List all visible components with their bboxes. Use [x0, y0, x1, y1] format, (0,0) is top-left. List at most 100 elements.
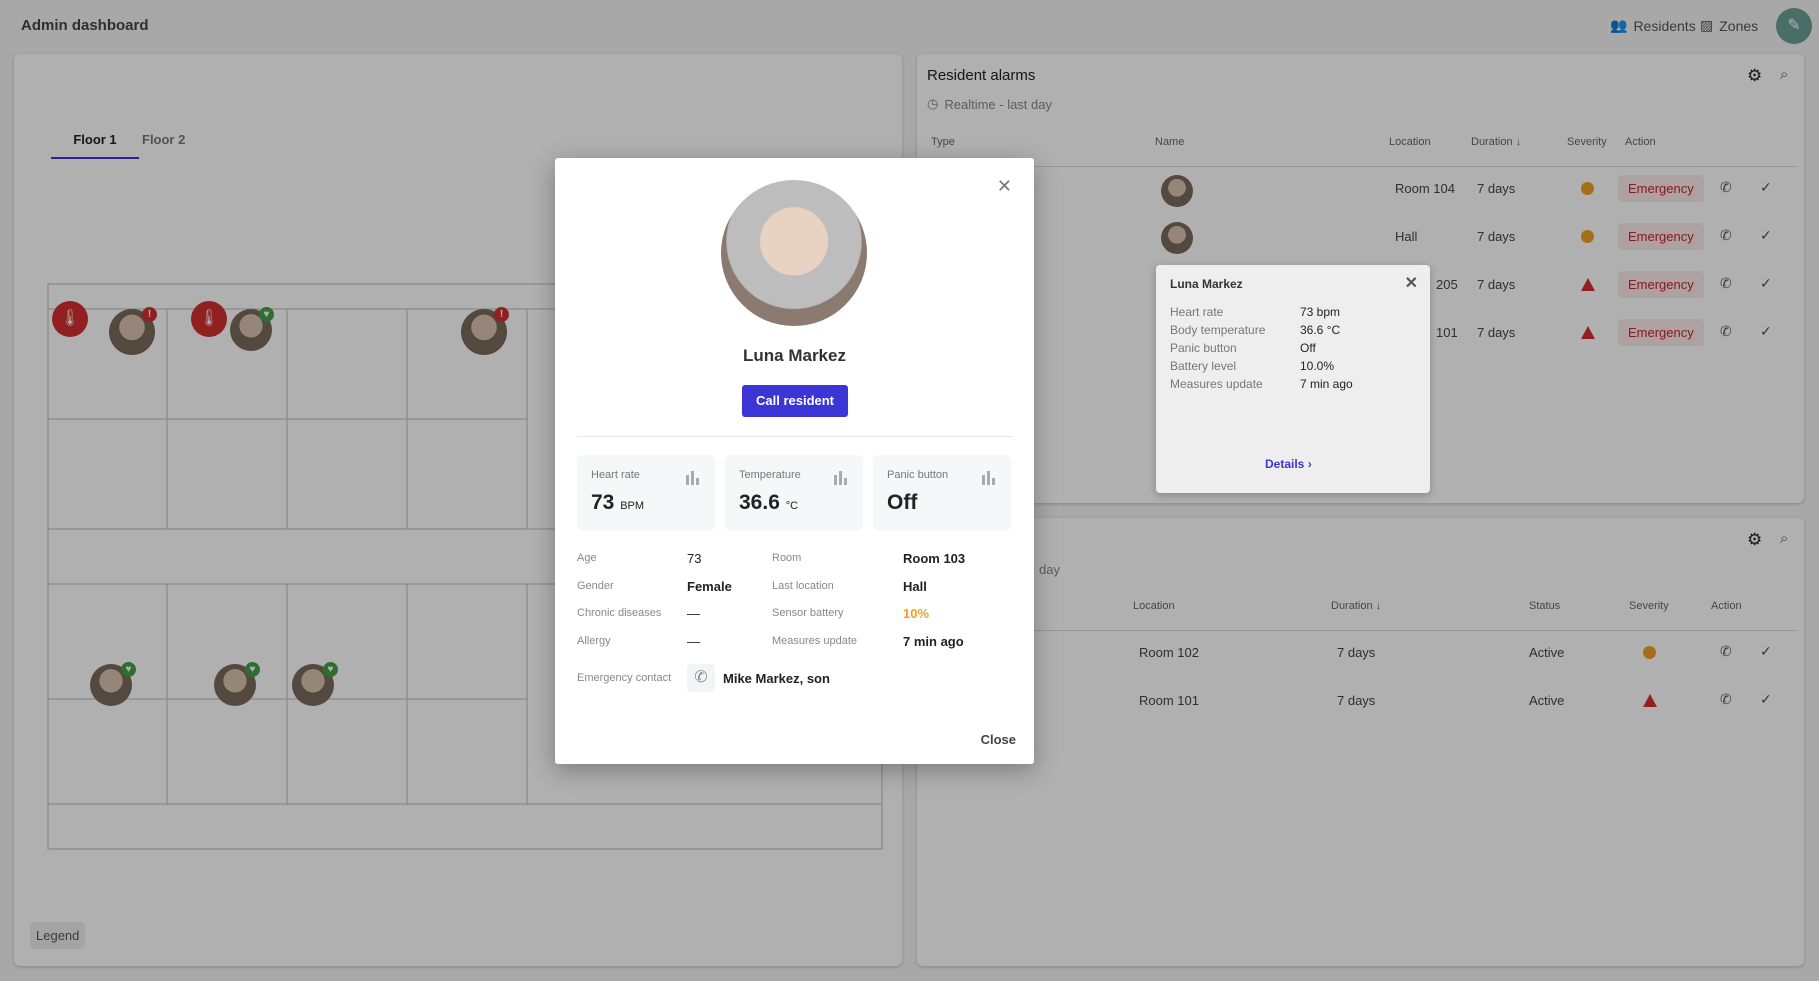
row-location: Hall [1395, 229, 1418, 244]
info-label: Gender [577, 579, 614, 592]
column-location[interactable]: Location [1389, 136, 1431, 148]
info-label: Room [772, 552, 802, 564]
heart-badge-icon: ♥ [245, 662, 260, 677]
table-row[interactable]: Room 101 7 days Active ✆ ✓ [917, 681, 1804, 725]
nav-zones[interactable]: ▨ Zones [1700, 17, 1759, 34]
column-duration[interactable]: Duration ↓ [1471, 136, 1522, 148]
phone-icon[interactable]: ✆ [1720, 323, 1732, 339]
vital-card[interactable]: Temperature 36.6 °C [725, 455, 863, 531]
temperature-alert-icon[interactable]: 🌡 [52, 301, 88, 337]
field-label: Battery level [1170, 359, 1237, 373]
settings-icon[interactable]: ⚙ [1747, 530, 1763, 549]
info-label: Last location [772, 579, 834, 592]
resident-marker[interactable]: ! [461, 307, 509, 355]
column-name[interactable]: Name [1155, 136, 1185, 148]
bar-chart-icon[interactable] [981, 471, 995, 490]
tab-floor-1[interactable]: Floor 1 [51, 132, 139, 159]
vital-card[interactable]: Panic button Off [873, 455, 1011, 531]
field-value: 36.6 °C [1300, 323, 1341, 337]
field-value: Off [1300, 341, 1316, 355]
field-value: 10.0% [1300, 359, 1335, 373]
resident-popover: Luna Markez ✕ Heart rate 73 bpm Body temp… [1156, 265, 1430, 493]
tab-floor-2[interactable]: Floor 2 [142, 132, 186, 147]
check-icon[interactable]: ✓ [1760, 227, 1772, 243]
emergency-contact-label: Emergency contact [577, 672, 672, 684]
phone-icon[interactable]: ✆ [1720, 643, 1732, 659]
avatar [1161, 222, 1193, 254]
column-action[interactable]: Action [1625, 136, 1656, 148]
edit-fab[interactable]: ✎ [1776, 8, 1812, 44]
vital-label: Panic button [887, 469, 949, 481]
vital-unit: °C [785, 500, 799, 512]
column-severity[interactable]: Severity [1629, 600, 1669, 612]
settings-icon[interactable]: ⚙ [1747, 66, 1763, 85]
column-severity[interactable]: Severity [1567, 136, 1607, 148]
alarm-type-badge[interactable]: Emergency [1618, 271, 1704, 298]
table-row[interactable]: 101 7 days Emergency ✆ ✓ [917, 313, 1804, 357]
vital-unit: BPM [620, 500, 645, 512]
resident-photo [721, 180, 867, 326]
legend-button[interactable]: Legend [30, 922, 86, 949]
warning-severity-icon [1581, 182, 1594, 195]
phone-icon[interactable]: ✆ [687, 664, 715, 692]
phone-icon[interactable]: ✆ [1720, 275, 1732, 291]
bar-chart-icon[interactable] [833, 471, 847, 490]
time-range[interactable]: ◷ Realtime - last day [927, 96, 1052, 112]
warning-severity-icon [1581, 230, 1594, 243]
heart-badge-icon: ♥ [259, 307, 274, 322]
search-icon[interactable]: ⌕ [1780, 66, 1789, 83]
row-location: 101 [1436, 325, 1458, 340]
call-resident-button[interactable]: Call resident [742, 385, 848, 417]
check-icon[interactable]: ✓ [1760, 275, 1772, 291]
row-location: Room 102 [1139, 645, 1199, 660]
close-icon[interactable]: ✕ [996, 176, 1012, 196]
table-row[interactable]: Room 102 7 days Active ✆ ✓ [917, 633, 1804, 677]
phone-icon[interactable]: ✆ [1720, 179, 1732, 195]
column-type[interactable]: Type [931, 136, 955, 148]
table-row[interactable]: 205 7 days Emergency ✆ ✓ [917, 265, 1804, 309]
column-duration[interactable]: Duration ↓ [1331, 600, 1382, 612]
alarm-type-badge[interactable]: Emergency [1618, 223, 1704, 250]
column-action[interactable]: Action [1711, 600, 1742, 612]
edit-icon: ✎ [1787, 17, 1801, 34]
column-location[interactable]: Location [1133, 600, 1175, 612]
table-row[interactable]: Hall 7 days Emergency ✆ ✓ [917, 217, 1804, 261]
info-label: Chronic diseases [577, 607, 662, 619]
info-value: 7 min ago [903, 633, 964, 649]
row-status: Active [1529, 693, 1565, 708]
phone-icon[interactable]: ✆ [1720, 227, 1732, 243]
search-icon[interactable]: ⌕ [1780, 530, 1789, 547]
vital-label: Temperature [739, 469, 801, 481]
row-duration: 7 days [1337, 693, 1376, 708]
field-label: Body temperature [1170, 323, 1266, 337]
nav-residents[interactable]: 👥 Residents [1610, 17, 1696, 34]
vital-card[interactable]: Heart rate 73 BPM [577, 455, 715, 531]
resident-marker[interactable]: ! [109, 307, 157, 355]
field-label: Panic button [1170, 341, 1237, 355]
column-status[interactable]: Status [1529, 600, 1561, 612]
field-label: Heart rate [1170, 305, 1224, 319]
alarm-type-badge[interactable]: Emergency [1618, 319, 1704, 346]
row-status: Active [1529, 645, 1565, 660]
resident-marker[interactable]: ♥ [214, 662, 260, 706]
check-icon[interactable]: ✓ [1760, 643, 1772, 659]
phone-icon[interactable]: ✆ [1720, 691, 1732, 707]
check-icon[interactable]: ✓ [1760, 179, 1772, 195]
resident-marker[interactable]: ♥ [90, 662, 136, 706]
close-icon[interactable]: ✕ [1404, 275, 1418, 292]
resident-marker[interactable]: ♥ [230, 307, 274, 351]
check-icon[interactable]: ✓ [1760, 691, 1772, 707]
temperature-alert-icon[interactable]: 🌡 [191, 301, 227, 337]
info-label: Measures update [772, 634, 857, 647]
divider [577, 436, 1012, 437]
close-button[interactable]: Close [980, 732, 1016, 747]
details-link[interactable]: Details › [1265, 457, 1312, 471]
zones-icon: ▨ [1700, 17, 1714, 33]
info-value: Female [687, 578, 732, 594]
resident-marker[interactable]: ♥ [292, 662, 338, 706]
check-icon[interactable]: ✓ [1760, 323, 1772, 339]
alarm-type-badge[interactable]: Emergency [1618, 175, 1704, 202]
vital-label: Heart rate [591, 469, 640, 481]
bar-chart-icon[interactable] [685, 471, 699, 490]
table-row[interactable]: Room 104 7 days Emergency ✆ ✓ [917, 169, 1804, 213]
